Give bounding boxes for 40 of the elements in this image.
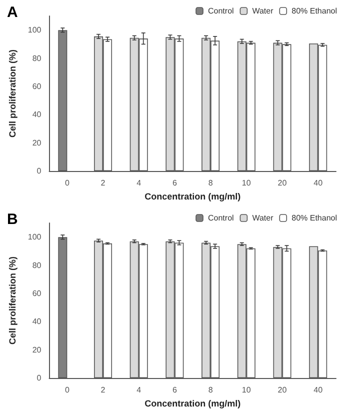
legend-label: Water	[252, 6, 274, 16]
y-tick-label: 20	[32, 345, 42, 354]
x-tick-label: 10	[242, 178, 252, 188]
x-axis-title: Concentration (mg/ml)	[144, 191, 241, 202]
y-tick-label: 100	[28, 26, 42, 35]
y-tick-label: 60	[32, 288, 42, 298]
chart-title: A	[7, 4, 18, 21]
x-tick-label: 20	[278, 178, 288, 188]
x-tick-label: 6	[172, 178, 178, 188]
y-tick-label: 40	[32, 110, 42, 120]
x-tick-label: 2	[100, 386, 106, 394]
legend-label: 80% Ethanol	[292, 6, 338, 16]
legend-label: Control	[208, 6, 234, 16]
x-tick-label: 8	[208, 178, 214, 188]
y-tick-label: 80	[32, 260, 42, 270]
legend-label: Water	[252, 214, 274, 222]
x-tick-label: 2	[100, 178, 106, 188]
y-tick-label: 0	[36, 166, 42, 176]
x-tick-label: 4	[136, 386, 142, 394]
x-tick-label: 8	[208, 386, 214, 394]
x-tick-label: 40	[314, 178, 324, 188]
y-tick-label: 80	[32, 54, 42, 63]
y-tick-label: 0	[36, 374, 42, 382]
x-tick-label: 0	[64, 178, 70, 188]
x-tick-label: 20	[278, 386, 288, 394]
legend-label: Control	[208, 214, 234, 222]
y-tick-label: 100	[28, 232, 42, 242]
x-axis-title: Concentration (mg/ml)	[144, 398, 241, 408]
x-tick-label: 6	[172, 386, 178, 394]
y-tick-label: 40	[32, 317, 42, 326]
y-axis-title: Cell proliferation (%)	[8, 49, 18, 138]
x-tick-label: 40	[314, 386, 324, 394]
x-tick-label: 4	[136, 178, 142, 188]
y-tick-label: 20	[32, 138, 42, 148]
legend-label: 80% Ethanol	[292, 214, 338, 222]
x-tick-label: 10	[242, 386, 252, 394]
chart-title: B	[7, 211, 18, 228]
y-tick-label: 60	[32, 82, 42, 91]
y-axis-title: Cell proliferation (%)	[8, 256, 18, 345]
x-tick-label: 0	[64, 386, 70, 394]
